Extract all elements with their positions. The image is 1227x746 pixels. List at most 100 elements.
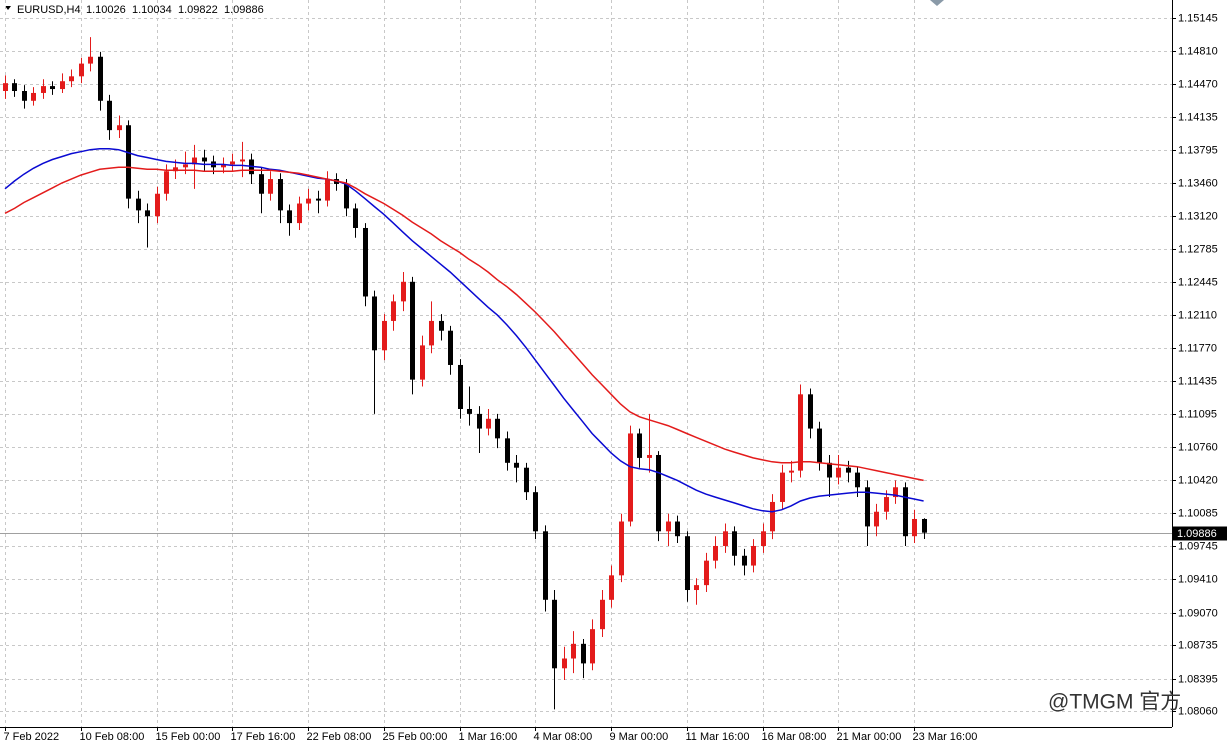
y-tick-label: 1.11095 <box>1178 408 1217 420</box>
candle-body <box>486 418 491 429</box>
candle-body <box>780 472 785 502</box>
candle-body <box>50 86 55 90</box>
y-tick-label: 1.14810 <box>1178 45 1218 57</box>
candle-body <box>98 56 103 101</box>
candle-body <box>827 462 832 478</box>
candle-body <box>628 433 633 522</box>
candle-body <box>675 521 680 537</box>
candle-body <box>145 210 150 217</box>
candle-body <box>420 345 425 380</box>
y-tick-label: 1.13120 <box>1178 210 1218 222</box>
candle-body <box>694 585 699 591</box>
x-tick-label: 1 Mar 16:00 <box>459 731 518 743</box>
y-tick-label: 1.10760 <box>1178 441 1218 453</box>
y-tick-label: 1.10085 <box>1178 507 1218 519</box>
last-price-label: 1.09886 <box>1177 528 1217 540</box>
candle-body <box>183 164 188 168</box>
candle-body <box>391 301 396 321</box>
grid <box>0 0 1172 727</box>
candle-body <box>3 83 8 91</box>
y-tick-label: 1.13460 <box>1178 177 1218 189</box>
x-tick-label: 21 Mar 00:00 <box>837 731 902 743</box>
candle-body <box>164 171 169 194</box>
candle-body <box>467 408 472 414</box>
candle-body <box>287 210 292 224</box>
candle-body <box>505 438 510 463</box>
candle-body <box>22 90 27 101</box>
candle-body <box>798 394 803 471</box>
y-tick-label: 1.10420 <box>1178 474 1218 486</box>
candle-body <box>600 599 605 630</box>
candle-body <box>874 511 879 527</box>
y-tick-label: 1.08395 <box>1178 673 1218 685</box>
marks <box>3 37 927 710</box>
candle-body <box>325 179 330 201</box>
candle-body <box>789 470 794 473</box>
shift-marker <box>930 0 944 6</box>
candle-body <box>562 658 567 669</box>
x-tick-label: 16 Mar 08:00 <box>762 731 827 743</box>
y-tick-label: 1.11435 <box>1178 375 1217 387</box>
symbol: EURUSD,H4 <box>17 4 81 16</box>
y-tick-label: 1.12445 <box>1178 276 1218 288</box>
candle-body <box>656 454 661 532</box>
candle-body <box>202 157 207 162</box>
y-tick-label: 1.12785 <box>1178 243 1218 255</box>
x-tick-label: 25 Feb 00:00 <box>383 731 448 743</box>
candle-body <box>609 575 614 600</box>
x-tick-label: 22 Feb 08:00 <box>307 731 372 743</box>
candle-body <box>401 281 406 302</box>
y-tick-label: 1.14470 <box>1178 78 1218 90</box>
candle-body <box>552 599 557 669</box>
candle-body <box>69 76 74 82</box>
candle-body <box>353 208 358 228</box>
candle-body <box>808 394 813 429</box>
candle-body <box>278 179 283 211</box>
candle-body <box>79 63 84 77</box>
candle-body <box>230 161 235 165</box>
candle-body <box>836 467 841 478</box>
candle-body <box>732 531 737 556</box>
moving-average <box>4 147 924 513</box>
y-tick-label: 1.11770 <box>1178 342 1217 354</box>
candle-body <box>637 433 642 458</box>
y-tick-label: 1.08060 <box>1178 705 1218 717</box>
last-price-box <box>1173 526 1227 541</box>
candle-body <box>136 198 141 211</box>
x-tick-label: 23 Mar 16:00 <box>913 731 978 743</box>
candle-body <box>865 487 870 527</box>
menu-arrow[interactable] <box>5 6 11 10</box>
candle-body <box>31 92 36 101</box>
candle-body <box>761 531 766 546</box>
candle-body <box>751 545 756 566</box>
candle-body <box>666 521 671 532</box>
candle-body <box>192 157 197 165</box>
y-tick-label: 1.09070 <box>1178 607 1218 619</box>
candle-body <box>448 330 453 365</box>
x-tick-label: 9 Mar 00:00 <box>610 731 669 743</box>
y-tick-label: 1.14135 <box>1178 111 1218 123</box>
bar-high: 1.10034 <box>132 4 172 16</box>
candle-body <box>495 418 500 439</box>
candle-body <box>524 467 529 493</box>
candle-body <box>458 364 463 409</box>
candle-body <box>704 560 709 586</box>
candle-body <box>117 125 122 131</box>
candle-body <box>893 487 898 498</box>
candle-body <box>363 227 368 297</box>
candle-body <box>126 125 131 199</box>
candle-body <box>477 413 482 429</box>
candle-body <box>372 296 377 351</box>
candle-body <box>382 320 387 351</box>
moving-average <box>4 166 924 482</box>
y-tick-label: 1.08735 <box>1178 639 1218 651</box>
candle-body <box>884 497 889 512</box>
candle-body <box>590 629 595 664</box>
candle-body <box>723 531 728 546</box>
candle-body <box>173 167 178 172</box>
x-tick-label: 15 Feb 00:00 <box>156 731 221 743</box>
candle-body <box>903 487 908 537</box>
candle-body <box>922 518 927 533</box>
candle-body <box>619 521 624 576</box>
candle-body <box>344 183 349 209</box>
